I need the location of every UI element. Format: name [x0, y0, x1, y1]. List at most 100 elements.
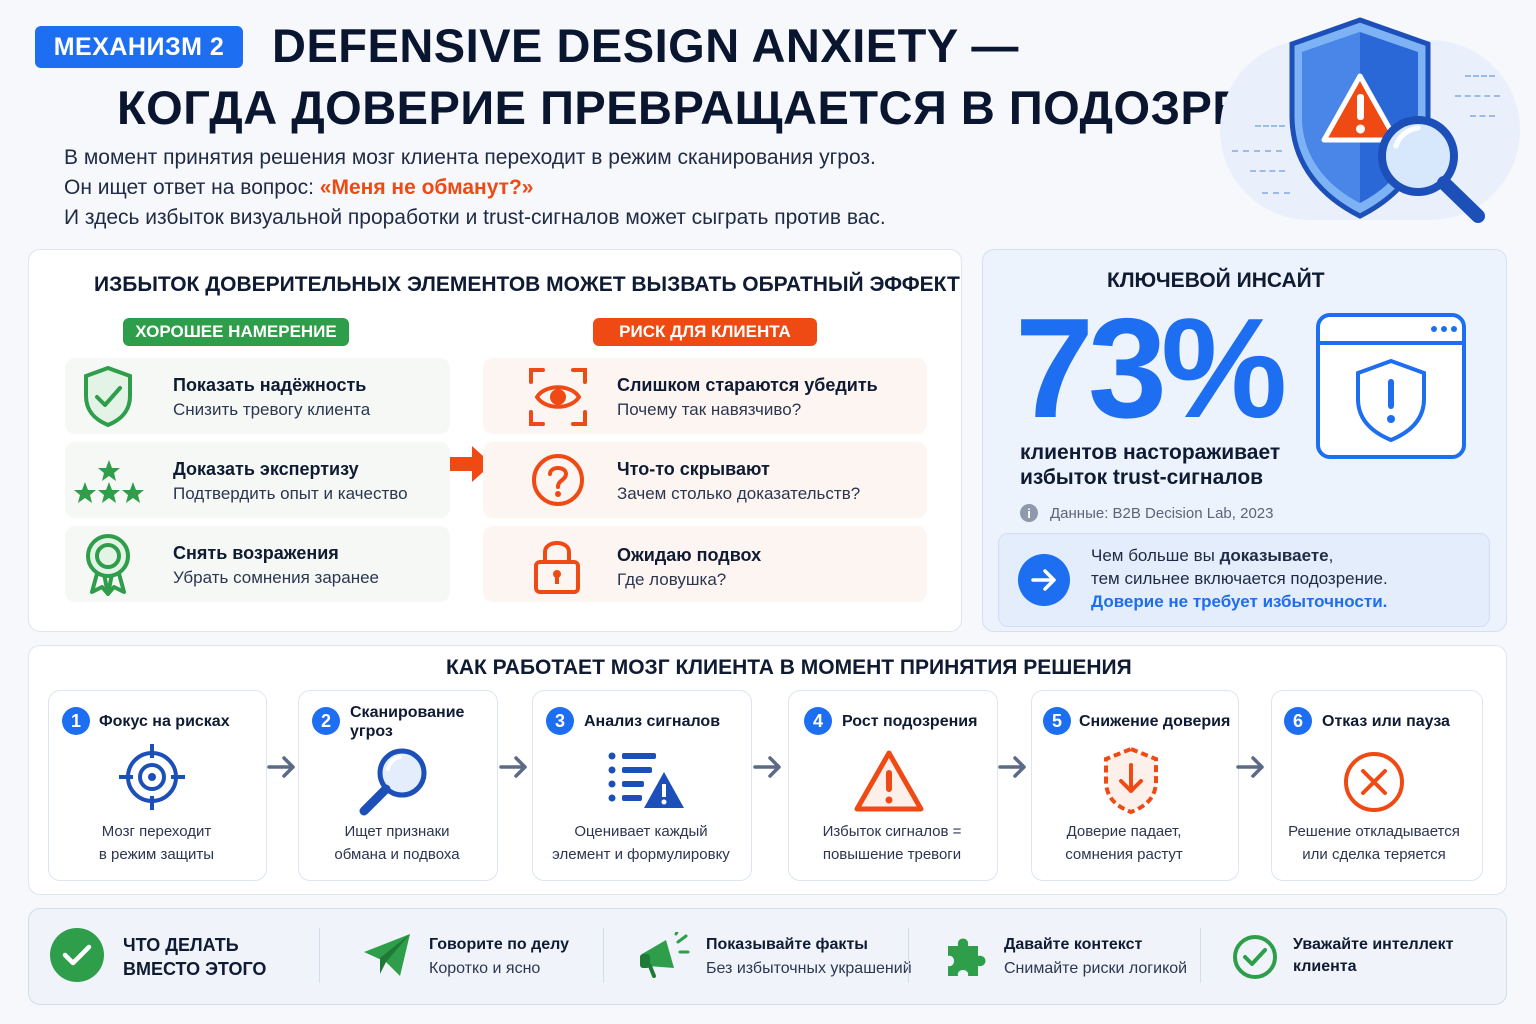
callout-line1: Чем больше вы доказываете, — [1091, 546, 1333, 566]
client-risk-label: РИСК ДЛЯ КЛИЕНТА — [593, 318, 817, 346]
todo-item-title: Показывайте факты — [706, 936, 868, 953]
divider — [908, 928, 909, 983]
award-icon — [82, 532, 134, 601]
todo-item-sub: Снимайте риски логикой — [1004, 960, 1188, 977]
excess-trust-title: ИЗБЫТОК ДОВЕРИТЕЛЬНЫХ ЭЛЕМЕНТОВ МОЖЕТ ВЫ… — [94, 273, 960, 296]
browser-shield-icon — [1316, 313, 1466, 464]
target-icon — [117, 742, 187, 817]
todo-panel — [28, 908, 1507, 1005]
step-title: Фокус на рисках — [99, 713, 230, 730]
step-desc-line2: или сделка теряется — [1302, 846, 1446, 863]
eye-scan-icon — [527, 366, 589, 433]
risk-item-title: Ожидаю подвох — [617, 545, 762, 565]
intro-line3: И здесь избыток визуальной проработки и … — [64, 206, 886, 229]
todo-item-sub: клиента — [1293, 958, 1357, 975]
step-desc-line1: Решение откладывается — [1288, 823, 1460, 840]
step-title: Снижение доверия — [1079, 713, 1231, 730]
step-desc-line2: в режим защиты — [98, 846, 215, 863]
step-title: Анализ сигналов — [584, 713, 721, 730]
step-number: 3 — [546, 707, 574, 735]
good-item-title: Показать надёжность — [173, 375, 367, 395]
arrow-right-icon — [448, 444, 494, 489]
step-number: 5 — [1043, 707, 1071, 735]
step-desc-line2: повышение тревоги — [822, 846, 962, 863]
page-title-line2: КОГДА ДОВЕРИЕ ПРЕВРАЩАЕТСЯ В ПОДОЗРЕНИЕ — [117, 81, 1345, 134]
insight-text-line1: клиентов настораживает — [1020, 441, 1281, 464]
callout-line1-bold: доказываете — [1219, 546, 1329, 565]
callout-line1-suffix: , — [1328, 546, 1334, 565]
question-icon — [530, 452, 586, 513]
todo-title-line1: ЧТО ДЕЛАТЬ — [123, 935, 239, 955]
cancel-circle-icon — [1342, 750, 1406, 819]
todo-title-line2: ВМЕСТО ЭТОГО — [123, 959, 267, 979]
step-desc-line1: Оценивает каждый — [574, 823, 708, 840]
todo-item-sub: Коротко и ясно — [429, 960, 541, 977]
risk-item-title: Что-то скрывают — [617, 459, 770, 479]
divider — [319, 928, 320, 983]
todo-item-title: Уважайте интеллект — [1293, 936, 1454, 953]
step-number: 2 — [312, 707, 340, 735]
shield-warning-magnifier-icon — [1278, 16, 1493, 236]
list-item — [65, 526, 450, 602]
warning-triangle-icon — [853, 748, 925, 819]
divider — [1200, 928, 1201, 983]
stars-icon — [73, 456, 145, 511]
step-number: 4 — [804, 707, 832, 735]
puzzle-icon — [944, 932, 990, 983]
step-arrow-icon — [998, 754, 1028, 785]
shield-down-icon — [1100, 745, 1162, 820]
step-arrow-icon — [753, 754, 783, 785]
step-arrow-icon — [1236, 754, 1266, 785]
callout-line3: Доверие не требует избыточности. — [1091, 592, 1388, 611]
list-item — [65, 442, 450, 518]
good-item-title: Доказать экспертизу — [173, 459, 359, 479]
send-icon — [362, 932, 412, 983]
intro-line1: В момент принятия решения мозг клиента п… — [64, 146, 876, 169]
step-desc-line2: сомнения растут — [1065, 846, 1183, 863]
good-intent-label: ХОРОШЕЕ НАМЕРЕНИЕ — [123, 318, 349, 346]
good-item-sub: Подтвердить опыт и качество — [173, 484, 408, 503]
good-item-sub: Убрать сомнения заранее — [173, 568, 380, 587]
step-title: Рост подозрения — [842, 713, 978, 730]
good-item-sub: Снизить тревогу клиента — [173, 400, 371, 419]
step-number: 1 — [62, 707, 90, 735]
risk-item-sub: Почему так навязчиво? — [617, 400, 802, 419]
key-insight-title: КЛЮЧЕВОЙ ИНСАЙТ — [1107, 269, 1325, 292]
risk-item-sub: Зачем столько доказательств? — [617, 484, 861, 503]
info-icon: i — [1020, 504, 1038, 522]
step-desc-line1: Избыток сигналов = — [822, 823, 962, 840]
risk-item-title: Слишком стараются убедить — [617, 375, 878, 395]
good-item-title: Снять возражения — [173, 543, 339, 563]
step-number: 6 — [1284, 707, 1312, 735]
megaphone-icon — [638, 928, 690, 983]
insight-text-line2: избыток trust-сигналов — [1020, 466, 1264, 489]
step-desc-line2: элемент и формулировку — [552, 846, 730, 863]
page-title-line1: DEFENSIVE DESIGN ANXIETY — — [272, 19, 1019, 72]
insight-percentage: 73% — [1015, 289, 1287, 448]
list-warning-icon — [606, 748, 686, 815]
insight-source: Данные: B2B Decision Lab, 2023 — [1050, 505, 1274, 522]
todo-item-sub: Без избыточных украшений — [706, 960, 912, 977]
process-title: КАК РАБОТАЕТ МОЗГ КЛИЕНТА В МОМЕНТ ПРИНЯ… — [446, 656, 1132, 679]
intro-line2-prefix: Он ищет ответ на вопрос: — [64, 176, 320, 199]
step-desc-line1: Ищет признаки — [344, 823, 450, 840]
check-badge-icon — [50, 928, 104, 982]
insight-callout — [998, 533, 1490, 627]
intro-question-highlight: «Меня не обманут?» — [319, 176, 534, 199]
step-desc-line1: Доверие падает, — [1066, 823, 1182, 840]
arrow-circle-icon — [1018, 554, 1070, 606]
step-arrow-icon — [267, 754, 297, 785]
check-circle-icon — [1232, 934, 1278, 985]
step-arrow-icon — [499, 754, 529, 785]
lock-icon — [532, 534, 582, 601]
divider — [603, 928, 604, 983]
todo-item-title: Говорите по делу — [429, 936, 570, 953]
step-desc-line1: Мозг переходит — [101, 823, 212, 840]
intro-line2: Он ищет ответ на вопрос: «Меня не обману… — [64, 176, 533, 200]
magnifier-icon — [358, 743, 432, 822]
callout-line1-prefix: Чем больше вы — [1091, 546, 1220, 565]
step-title: Отказ или пауза — [1322, 713, 1450, 730]
callout-line2: тем сильнее включается подозрение. — [1091, 569, 1388, 588]
todo-item-title: Давайте контекст — [1004, 936, 1143, 953]
shield-check-icon — [80, 364, 136, 433]
